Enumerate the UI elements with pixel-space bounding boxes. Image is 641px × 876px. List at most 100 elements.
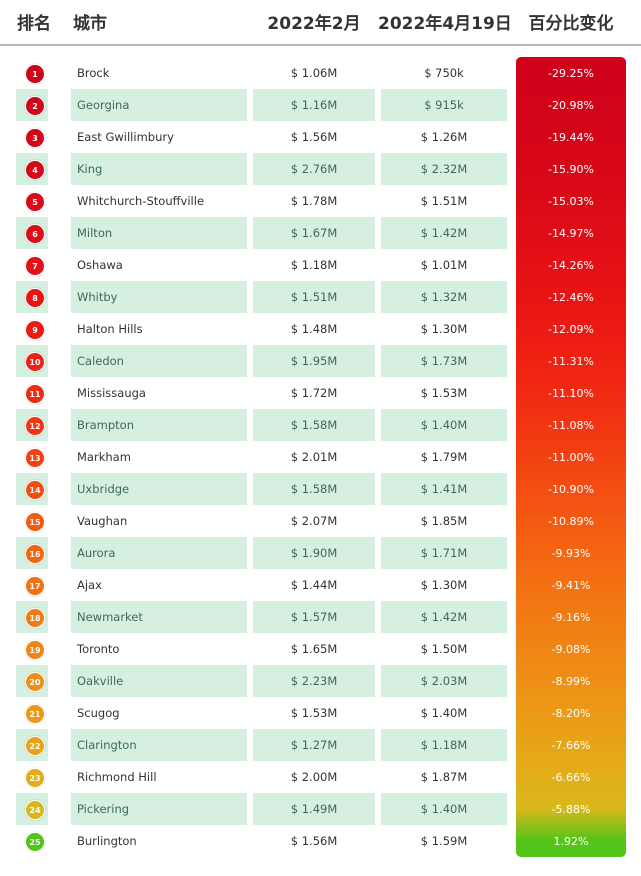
apr-19-2022-value: $ 1.42M (381, 601, 507, 633)
feb-2022-value: $ 2.23M (253, 665, 375, 697)
table-row: 10 Caledon $ 1.95M $ 1.73M -11.31% (0, 345, 641, 377)
apr-19-2022-value: $ 1.73M (381, 345, 507, 377)
apr-19-2022-value: $ 1.53M (420, 386, 468, 400)
rank-badge: 7 (25, 256, 45, 276)
city-name: Toronto (77, 642, 120, 656)
percent-change-value: -6.66% (551, 770, 591, 784)
feb-2022-value: $ 1.65M (290, 642, 338, 656)
percent-change-value: -11.10% (548, 386, 594, 400)
percent-change-value: -15.90% (548, 162, 594, 176)
city-name: Vaughan (77, 514, 128, 528)
apr-19-2022-value: $ 1.85M (420, 514, 468, 528)
feb-2022-value: $ 1.95M (253, 345, 375, 377)
table-row: 24 Pickering $ 1.49M $ 1.40M -5.88% (0, 793, 641, 825)
city-name: Caledon (71, 345, 247, 377)
rank-badge: 20 (25, 672, 45, 692)
table-row: 20 Oakville $ 2.23M $ 2.03M -8.99% (0, 665, 641, 697)
apr-19-2022-value: $ 1.59M (420, 834, 468, 848)
feb-2022-value: $ 1.53M (290, 706, 338, 720)
apr-19-2022-value: $ 1.30M (420, 322, 468, 336)
feb-2022-value: $ 1.49M (253, 793, 375, 825)
percent-change-value: -9.41% (551, 578, 591, 592)
percent-change-value: -9.08% (551, 642, 591, 656)
city-name: Uxbridge (71, 473, 247, 505)
apr-19-2022-value: $ 1.50M (420, 642, 468, 656)
apr-19-2022-value: $ 1.40M (381, 793, 507, 825)
percent-change-value: -29.25% (548, 66, 594, 80)
apr-19-2022-value: $ 1.42M (381, 217, 507, 249)
rank-badge: 22 (25, 736, 45, 756)
apr-19-2022-value: $ 1.51M (420, 194, 468, 208)
percent-change-value: -14.26% (548, 258, 594, 272)
feb-2022-value: $ 1.48M (290, 322, 338, 336)
rank-badge: 1 (25, 64, 45, 84)
percent-change-value: -14.97% (548, 226, 594, 240)
feb-2022-value: $ 1.90M (253, 537, 375, 569)
apr-19-2022-value: $ 750k (424, 66, 464, 80)
percent-change-value: -15.03% (548, 194, 594, 208)
table-row: 12 Brampton $ 1.58M $ 1.40M -11.08% (0, 409, 641, 441)
city-name: East Gwillimbury (77, 130, 174, 144)
percent-change-value: -20.98% (548, 98, 594, 112)
table-row: 4 King $ 2.76M $ 2.32M -15.90% (0, 153, 641, 185)
city-name: Georgina (71, 89, 247, 121)
city-name: Markham (77, 450, 131, 464)
apr-19-2022-value: $ 1.79M (420, 450, 468, 464)
rank-badge: 9 (25, 320, 45, 340)
percent-change-column (516, 57, 626, 857)
percent-change-value: -11.08% (548, 418, 594, 432)
city-name: Richmond Hill (77, 770, 157, 784)
city-name: Whitchurch-Stouffville (77, 194, 205, 208)
table-row: 18 Newmarket $ 1.57M $ 1.42M -9.16% (0, 601, 641, 633)
apr-19-2022-value: $ 1.71M (381, 537, 507, 569)
city-name: Mississauga (77, 386, 146, 400)
rank-badge: 18 (25, 608, 45, 628)
city-name: Aurora (71, 537, 247, 569)
rank-badge: 2 (25, 96, 45, 116)
table-row: 19 Toronto $ 1.65M $ 1.50M -9.08% (0, 633, 641, 665)
apr-19-2022-value: $ 915k (381, 89, 507, 121)
city-name: Newmarket (71, 601, 247, 633)
percent-change-value: -10.89% (548, 514, 594, 528)
table-row: 11 Mississauga $ 1.72M $ 1.53M -11.10% (0, 377, 641, 409)
feb-2022-value: $ 1.44M (290, 578, 338, 592)
table-row: 8 Whitby $ 1.51M $ 1.32M -12.46% (0, 281, 641, 313)
city-name: King (71, 153, 247, 185)
header-percent-change: 百分比变化 (528, 14, 614, 34)
apr-19-2022-value: $ 1.26M (420, 130, 468, 144)
table-row: 16 Aurora $ 1.90M $ 1.71M -9.93% (0, 537, 641, 569)
city-name: Ajax (77, 578, 102, 592)
apr-19-2022-value: $ 1.40M (420, 706, 468, 720)
table-row: 14 Uxbridge $ 1.58M $ 1.41M -10.90% (0, 473, 641, 505)
table-row: 1 Brock $ 1.06M $ 750k -29.25% (0, 57, 641, 89)
percent-change-value: -7.66% (551, 738, 591, 752)
table-row: 3 East Gwillimbury $ 1.56M $ 1.26M -19.44% (0, 121, 641, 153)
apr-19-2022-value: $ 1.18M (381, 729, 507, 761)
rank-badge: 15 (25, 512, 45, 532)
city-name: Burlington (77, 834, 137, 848)
table-row: 21 Scugog $ 1.53M $ 1.40M -8.20% (0, 697, 641, 729)
table-row: 15 Vaughan $ 2.07M $ 1.85M -10.89% (0, 505, 641, 537)
feb-2022-value: $ 2.76M (253, 153, 375, 185)
table-row: 25 Burlington $ 1.56M $ 1.59M 1.92% (0, 825, 641, 857)
apr-19-2022-value: $ 1.41M (381, 473, 507, 505)
city-name: Whitby (71, 281, 247, 313)
rank-badge: 14 (25, 480, 45, 500)
table-row: 9 Halton Hills $ 1.48M $ 1.30M -12.09% (0, 313, 641, 345)
apr-19-2022-value: $ 1.40M (381, 409, 507, 441)
feb-2022-value: $ 1.27M (253, 729, 375, 761)
table-row: 17 Ajax $ 1.44M $ 1.30M -9.41% (0, 569, 641, 601)
percent-change-value: -11.31% (548, 354, 594, 368)
table-header: 排名 城市 2022年2月 2022年4月19日 百分比变化 (0, 0, 641, 46)
feb-2022-value: $ 2.01M (290, 450, 338, 464)
header-rank: 排名 (17, 14, 51, 34)
city-name: Clarington (71, 729, 247, 761)
feb-2022-value: $ 1.67M (253, 217, 375, 249)
table-row: 13 Markham $ 2.01M $ 1.79M -11.00% (0, 441, 641, 473)
feb-2022-value: $ 2.07M (290, 514, 338, 528)
rank-badge: 3 (25, 128, 45, 148)
rank-badge: 4 (25, 160, 45, 180)
feb-2022-value: $ 1.18M (290, 258, 338, 272)
feb-2022-value: $ 1.57M (253, 601, 375, 633)
table-row: 2 Georgina $ 1.16M $ 915k -20.98% (0, 89, 641, 121)
